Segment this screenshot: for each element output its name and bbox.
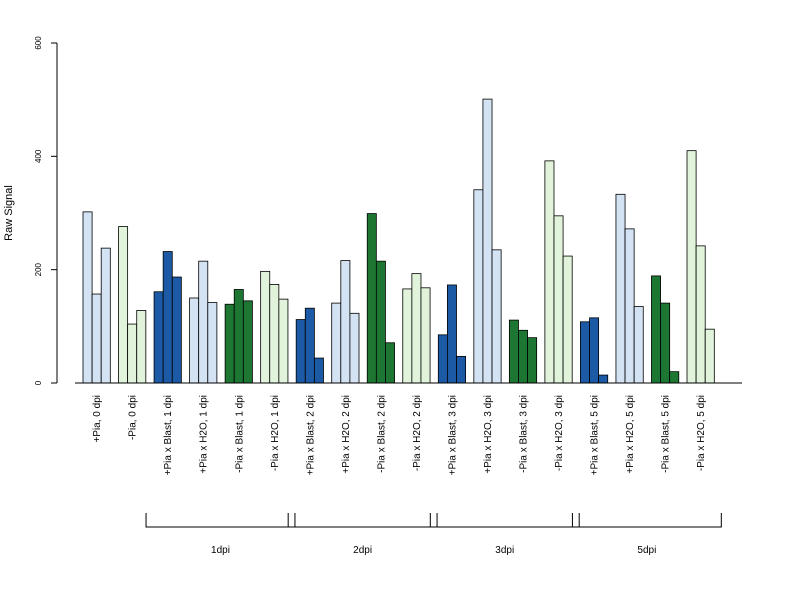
bar [295,319,306,384]
category-label: +Pia, 0 dpi [92,395,103,443]
bar [456,355,467,384]
bar [331,302,342,384]
bar [233,289,244,384]
bar [544,160,555,384]
group-label: 3dpi [495,545,514,556]
bar [375,260,386,384]
bar [402,288,413,384]
bar [669,371,680,384]
category-label: +Pia x H2O, 2 dpi [341,395,352,474]
category-label: -Pia x Blast, 1 dpi [234,395,245,473]
bar [695,245,706,384]
category-label: +Pia x Blast, 1 dpi [163,395,174,475]
bar [589,317,600,384]
bar [136,310,147,384]
bar [473,189,484,384]
y-tick-label: 200 [34,262,43,276]
bar [304,307,315,384]
category-label: -Pia x Blast, 3 dpi [519,395,530,473]
group-label: 2dpi [353,545,372,556]
bar [508,319,519,384]
bar [624,228,635,384]
bar [278,298,289,384]
bar [340,260,351,384]
bar [207,302,218,384]
group-brackets: 1dpi 2dpi 3dpi 5dpi [145,513,722,556]
bar [91,293,102,384]
y-tick-label: 400 [34,149,43,163]
group-label: 1dpi [211,545,230,556]
bar [189,297,200,384]
bar [651,275,661,384]
category-label: +Pia x H2O, 1 dpi [199,395,210,474]
category-label: +Pia x H2O, 5 dpi [625,395,636,474]
category-label: -Pia, 0 dpi [128,395,139,440]
bar [482,98,493,384]
bar [704,328,715,384]
bar [437,334,448,384]
bar [562,255,573,384]
bar [269,283,280,384]
category-label: -Pia x Blast, 2 dpi [376,395,387,473]
bar [118,226,129,384]
category-label: +Pia x Blast, 3 dpi [447,395,458,475]
bar [260,270,271,384]
group-bracket [145,513,296,528]
bar [580,321,590,384]
group-label: 5dpi [637,545,656,556]
bar [446,284,457,384]
bar [162,251,173,384]
y-axis-title: Raw Signal [3,185,15,241]
bar [518,329,528,384]
bar [242,300,253,384]
category-label: +Pia x Blast, 5 dpi [590,395,601,475]
bars [82,98,715,384]
bar [127,323,138,384]
bar [598,374,609,384]
bar [100,247,111,384]
category-label: -Pia x H2O, 1 dpi [270,395,281,471]
y-tick-label: 600 [34,36,43,50]
y-axis: 0 200 400 600 [34,36,58,385]
category-label: -Pia x H2O, 5 dpi [696,395,707,471]
bar [411,273,422,384]
bar [491,249,502,384]
bar [615,193,626,384]
category-label: -Pia x H2O, 3 dpi [554,395,565,471]
bar [660,302,671,384]
bar [82,211,93,384]
y-tick-label: 0 [34,380,43,385]
category-labels: +Pia, 0 dpi -Pia, 0 dpi +Pia x Blast, 1 dp… [92,395,707,475]
bar [224,303,235,384]
category-label: -Pia x H2O, 2 dpi [412,395,423,471]
group-bracket [287,513,438,528]
bar [171,276,182,384]
bar [385,342,395,384]
category-label: +Pia x Blast, 2 dpi [305,395,316,475]
group-bracket [429,513,580,528]
bar [349,312,360,384]
bar [153,291,164,384]
category-label: +Pia x H2O, 3 dpi [483,395,494,474]
category-label: -Pia x Blast, 5 dpi [661,395,672,473]
bar [686,150,697,384]
bar [553,215,564,384]
bar [198,260,209,384]
group-bracket [571,513,722,528]
bar [313,357,324,384]
bar [633,306,644,384]
bar [366,213,377,384]
bar [420,287,431,384]
bar [527,337,538,384]
